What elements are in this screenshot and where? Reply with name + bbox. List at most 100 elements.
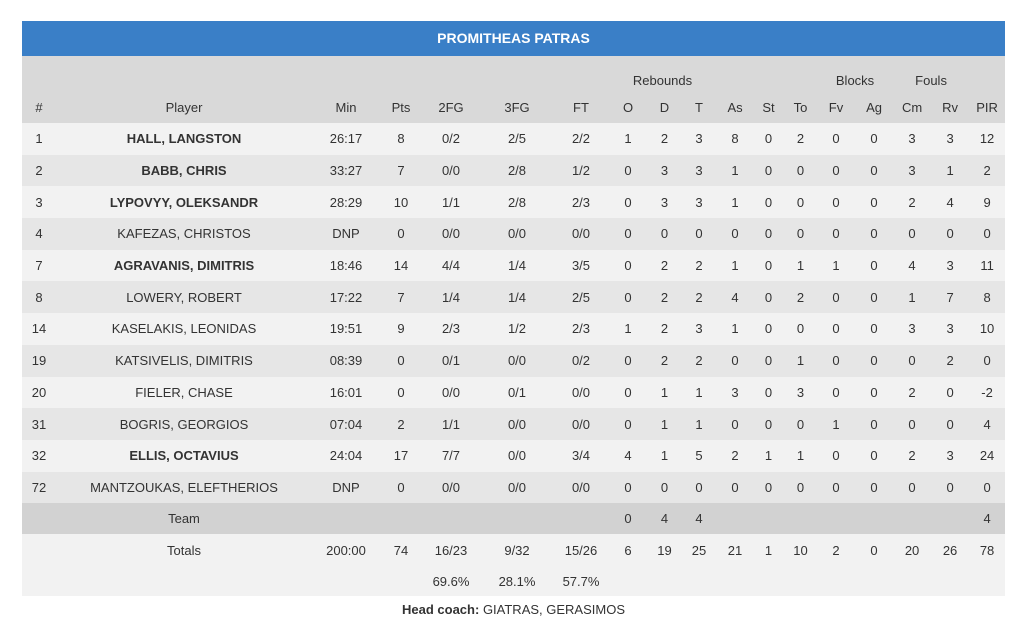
pct-name-cell [56, 566, 312, 596]
player-o-cell: 1 [624, 321, 632, 337]
player-as-cell: 0 [731, 416, 739, 432]
player-min-cell: 16:01 [329, 384, 363, 400]
team-num-cell [22, 503, 56, 534]
player-fv-cell: 0 [832, 321, 840, 337]
player-st-cell: 0 [764, 416, 773, 432]
player-o-cell: 4 [624, 448, 632, 464]
pct-o-cell [608, 566, 648, 596]
player-ft-cell: 0/2 [571, 353, 591, 369]
player-ft-cell: 0/0 [571, 479, 591, 495]
pct-ft-cell: 57.7% [562, 573, 600, 589]
player-d-cell: 2 [660, 353, 669, 369]
player-fg2-cell: 0/2 [441, 131, 461, 147]
player-row: 4 KAFEZAS, CHRISTOS DNP 0 0/0 0/0 0/0 0 0 0 0 0 0 0 0 0… [22, 218, 1006, 250]
head-coach-line: Head coach: GIATRAS, GERASIMOS [22, 602, 1005, 617]
pct-fg3-cell: 28.1% [498, 573, 536, 589]
player-o-cell: 0 [624, 289, 632, 305]
pct-d-cell [648, 566, 681, 596]
team-name-header: PROMITHEAS PATRAS [22, 21, 1005, 56]
team-min-cell [312, 503, 380, 534]
team-fv-cell [817, 503, 855, 534]
player-d-cell: 2 [660, 258, 669, 274]
player-name-cell: LYPOVYY, OLEKSANDR [109, 194, 259, 210]
player-o-cell: 0 [624, 384, 632, 400]
totals-min-cell: 200:00 [326, 542, 366, 558]
player-num-cell: 14 [31, 321, 47, 337]
player-o-cell: 0 [624, 416, 632, 432]
pct-cm-cell [893, 566, 931, 596]
player-rv-cell: 7 [946, 289, 954, 305]
player-ag-cell: 0 [870, 353, 878, 369]
player-fg2-cell: 1/4 [441, 289, 461, 305]
pct-fg2-cell: 69.6% [432, 573, 470, 589]
player-ft-cell: 2/2 [571, 131, 591, 147]
team-fg2-cell [422, 503, 480, 534]
player-t-cell: 5 [695, 448, 703, 464]
player-rv-cell: 0 [946, 226, 954, 242]
boxscore-panel: PROMITHEAS PATRAS Rebounds Blocks Fouls … [22, 21, 1006, 617]
player-t-cell: 1 [695, 416, 703, 432]
player-rv-cell: 0 [946, 384, 954, 400]
boxscore-table: Rebounds Blocks Fouls # Player Min Pts 2FG 3F… [22, 56, 1006, 597]
player-row: 19 KATSIVELIS, DIMITRIS 08:39 0 0/1 0/0 0/2 0 2 2… [22, 344, 1006, 377]
player-num-cell: 4 [35, 226, 43, 242]
player-num-cell: 3 [35, 194, 43, 210]
player-fv-cell: 0 [832, 289, 840, 305]
player-o-cell: 0 [624, 258, 632, 274]
player-rv-cell: 0 [946, 479, 954, 495]
player-pts-cell: 2 [397, 416, 405, 432]
player-cm-cell: 1 [908, 289, 916, 305]
player-cm-cell: 2 [908, 194, 916, 210]
player-fv-cell: 0 [832, 448, 840, 464]
player-rv-cell: 3 [946, 131, 954, 147]
player-row: 1 HALL, LANGSTON 26:17 8 0/2 2/5 2/2 1 2 3 8 0 2 0 0 3 3… [22, 123, 1006, 155]
player-d-cell: 0 [660, 479, 669, 495]
player-rv-cell: 4 [946, 194, 954, 210]
player-d-cell: 2 [660, 321, 669, 337]
player-pir-cell: 24 [979, 448, 995, 464]
player-o-cell: 0 [624, 163, 632, 179]
player-st-cell: 0 [764, 131, 773, 147]
player-to-cell: 0 [796, 163, 805, 179]
player-o-cell: 0 [624, 226, 632, 242]
player-name-cell: LOWERY, ROBERT [126, 289, 242, 305]
player-as-cell: 0 [731, 353, 739, 369]
player-fv-cell: 1 [832, 416, 840, 432]
totals-fg3-cell: 9/32 [504, 542, 530, 558]
percentages-row: 69.6% 28.1% 57.7% [22, 566, 1006, 597]
player-ft-cell: 3/4 [571, 448, 591, 464]
player-t-cell: 3 [695, 163, 703, 179]
player-rv-cell: 3 [946, 321, 954, 337]
player-d-cell: 3 [660, 163, 669, 179]
player-pts-cell: 17 [393, 448, 409, 464]
player-st-cell: 0 [764, 353, 773, 369]
player-min-cell: 28:29 [329, 194, 363, 210]
player-as-cell: 0 [731, 226, 739, 242]
team-row: Team 0 4 4 4 [22, 503, 1006, 535]
player-fg2-cell: 0/0 [441, 226, 461, 242]
player-st-cell: 0 [764, 163, 773, 179]
player-fg3-cell: 1/4 [507, 258, 527, 274]
player-row: 31 BOGRIS, GEORGIOS 07:04 2 1/1 0/0 0/0 0 1 1 0 0 0 1… [22, 408, 1006, 440]
pct-fv-cell [817, 566, 855, 596]
player-pts-cell: 9 [397, 321, 405, 337]
player-ag-cell: 0 [870, 289, 878, 305]
pct-ag-cell [855, 566, 893, 596]
column-header-name: Player [165, 99, 203, 115]
player-min-cell: 17:22 [329, 289, 363, 305]
player-ft-cell: 0/0 [571, 226, 591, 242]
player-as-cell: 4 [731, 289, 739, 305]
player-d-cell: 1 [660, 384, 669, 400]
player-fg3-cell: 0/1 [507, 384, 527, 400]
team-rv-cell [931, 503, 969, 534]
player-fg2-cell: 0/1 [441, 353, 461, 369]
team-t-cell: 4 [695, 511, 703, 527]
pct-st-cell [753, 566, 784, 596]
player-ag-cell: 0 [870, 416, 878, 432]
player-t-cell: 0 [695, 226, 703, 242]
player-fv-cell: 0 [832, 479, 840, 495]
player-cm-cell: 3 [908, 163, 916, 179]
player-rv-cell: 3 [946, 448, 954, 464]
player-min-cell: DNP [332, 226, 360, 242]
player-ft-cell: 2/5 [571, 289, 591, 305]
